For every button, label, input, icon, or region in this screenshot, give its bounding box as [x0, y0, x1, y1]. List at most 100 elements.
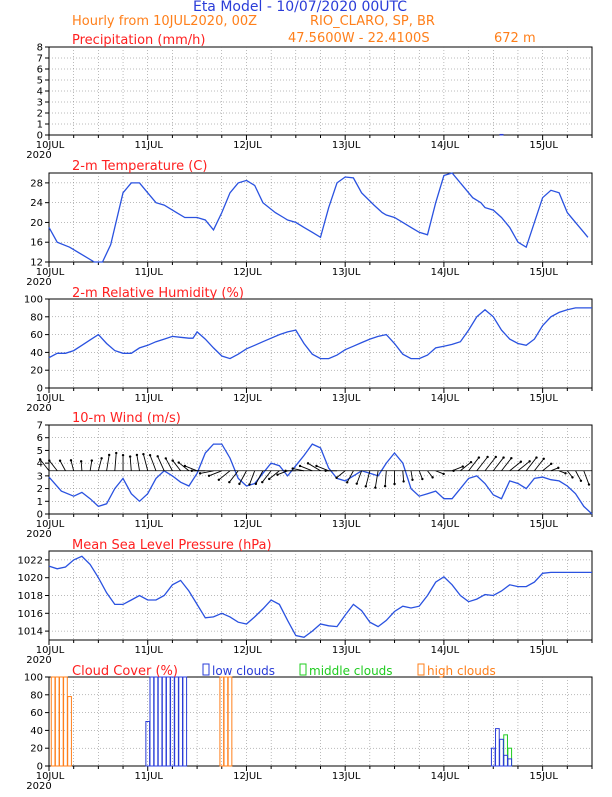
legend-high-label: high clouds: [427, 664, 496, 678]
wind-vector: [228, 470, 239, 483]
cloud-bar: [174, 676, 179, 767]
rh-panel: 0 20 40 60 80 100 10JUL 11JUL 12JUL 13JUL 14JUL 15J…: [24, 295, 593, 414]
wind-vector: [410, 470, 413, 480]
cloud-bar: [50, 676, 56, 767]
cloud-xtick-label: 14JUL: [431, 771, 460, 782]
wind-vector-head: [156, 455, 159, 458]
wind-vector: [178, 462, 190, 472]
precip-xtick-label: 13JUL: [332, 140, 361, 151]
temp-panel: 12 16 20 24 28 10JUL 11JUL 12JUL 13JUL 14JUL 15JUL…: [26, 172, 593, 288]
cloud-bar: [503, 734, 508, 767]
wind-vector: [80, 461, 83, 471]
wind-xtick-label: 12JUL: [233, 519, 262, 530]
wind-vector-head: [477, 456, 481, 459]
wind-vector: [142, 454, 149, 471]
precip-xtick-label: 12JUL: [233, 140, 262, 151]
cloud-bar: [227, 676, 233, 767]
rh-ytick-label: 20: [30, 366, 43, 377]
temp-title: 2-m Temperature (C): [72, 159, 207, 174]
temp-xtick-label: 14JUL: [431, 267, 460, 278]
temp-ytick-label: 28: [30, 178, 43, 189]
cloud-xtick-label: 10JUL: [36, 771, 65, 782]
wind-vector: [346, 470, 354, 483]
wind-vector-head: [564, 472, 567, 475]
mslp-title: Mean Sea Level Pressure (hPa): [72, 538, 272, 553]
cloud-bar: [161, 676, 167, 767]
rh-ytick-label: 60: [30, 330, 43, 341]
wind-xtick-label: 14JUL: [431, 519, 460, 530]
wind-vector-head: [502, 456, 505, 459]
wind-vector: [427, 470, 433, 478]
wind-xtick-label: 15JUL: [529, 519, 558, 530]
mslp-xtick-label: 15JUL: [529, 645, 558, 656]
wind-vector-head: [364, 485, 368, 488]
wind-vector-head: [335, 476, 338, 479]
cloud-bar: [223, 676, 229, 767]
cloud-bar: [149, 676, 155, 767]
wind-vector: [356, 470, 363, 484]
precip-xtick-label: 15JUL: [529, 140, 558, 151]
wind-xtick-label: 10JUL: [36, 519, 65, 530]
wind-vector-head: [276, 473, 279, 476]
wind-vector-head: [494, 455, 498, 459]
wind-vector-head: [142, 452, 145, 456]
cloud-bar: [490, 747, 496, 767]
mslp-year-label: 2020: [26, 655, 51, 666]
cloud-bar: [153, 676, 159, 767]
wind-vector: [583, 470, 590, 485]
wind-vector: [365, 470, 371, 487]
wind-panel: 0 1 2 34 5 67 10JUL 11JUL 12JUL 13JUL 14JUL 15JUL 20…: [26, 421, 593, 540]
wind-vector: [402, 470, 405, 482]
rh-series-line: [48, 307, 592, 360]
wind-vector: [307, 462, 321, 472]
wind-vector-head: [115, 451, 118, 455]
mslp-xtick-label: 11JUL: [134, 645, 163, 656]
temp-ytick-label: 16: [30, 238, 43, 249]
precip-ytick-label: 5: [37, 76, 43, 87]
wind-ytick-label: 1: [37, 497, 43, 508]
wind-vector-head: [261, 480, 264, 484]
wind-vector-head: [291, 467, 294, 470]
precip-ytick-label: 4: [37, 87, 43, 98]
cloud-bar: [507, 758, 513, 767]
wind-vector-head: [177, 461, 180, 464]
precip-bar: [499, 133, 504, 136]
wind-ytick-label: 2: [37, 484, 43, 495]
wind-vector: [157, 456, 165, 471]
wind-vector-head: [550, 462, 553, 465]
wind-vector-head: [207, 474, 211, 477]
wind-vector: [200, 470, 214, 474]
wind-vector: [106, 454, 110, 471]
cloud-bar: [178, 676, 183, 767]
precip-ytick-label: 7: [37, 54, 43, 65]
wind-vector: [525, 457, 537, 472]
mslp-xtick-label: 12JUL: [233, 645, 262, 656]
cloud-bar: [507, 747, 513, 767]
wind-vector-head: [587, 483, 591, 486]
precip-ytick-label: 6: [37, 65, 43, 76]
rh-year-label: 2020: [26, 403, 51, 414]
precip-ytick-label: 8: [37, 43, 43, 54]
cloud-panel: 0 20 40 60 80 100 10JUL 11JUL 12JUL 13JUL 14JUL 15J…: [24, 673, 593, 792]
wind-vector: [97, 458, 103, 471]
temp-ytick-label: 20: [30, 218, 43, 229]
wind-vector-head: [107, 453, 111, 457]
temp-xtick-label: 13JUL: [332, 267, 361, 278]
wind-vector-head: [579, 479, 583, 482]
wind-vector: [517, 460, 530, 472]
precip-xtick-label: 11JUL: [134, 140, 163, 151]
wind-vector-head: [315, 464, 318, 468]
wind-vector: [575, 470, 582, 482]
precip-ytick-label: 0: [37, 131, 43, 142]
cloud-ytick-label: 40: [30, 726, 43, 737]
wind-vector-head: [557, 466, 560, 470]
wind-vector: [292, 468, 305, 472]
wind-vector: [39, 459, 50, 472]
rh-xtick-label: 12JUL: [233, 393, 262, 404]
precip-xtick-label: 14JUL: [431, 140, 460, 151]
mslp-ytick-label: 1018: [18, 591, 43, 602]
wind-vector-head: [248, 483, 251, 486]
wind-vector-head: [48, 459, 51, 462]
header-location: RIO_CLARO, SP, BR: [310, 14, 435, 29]
wind-vector-head: [238, 482, 241, 486]
